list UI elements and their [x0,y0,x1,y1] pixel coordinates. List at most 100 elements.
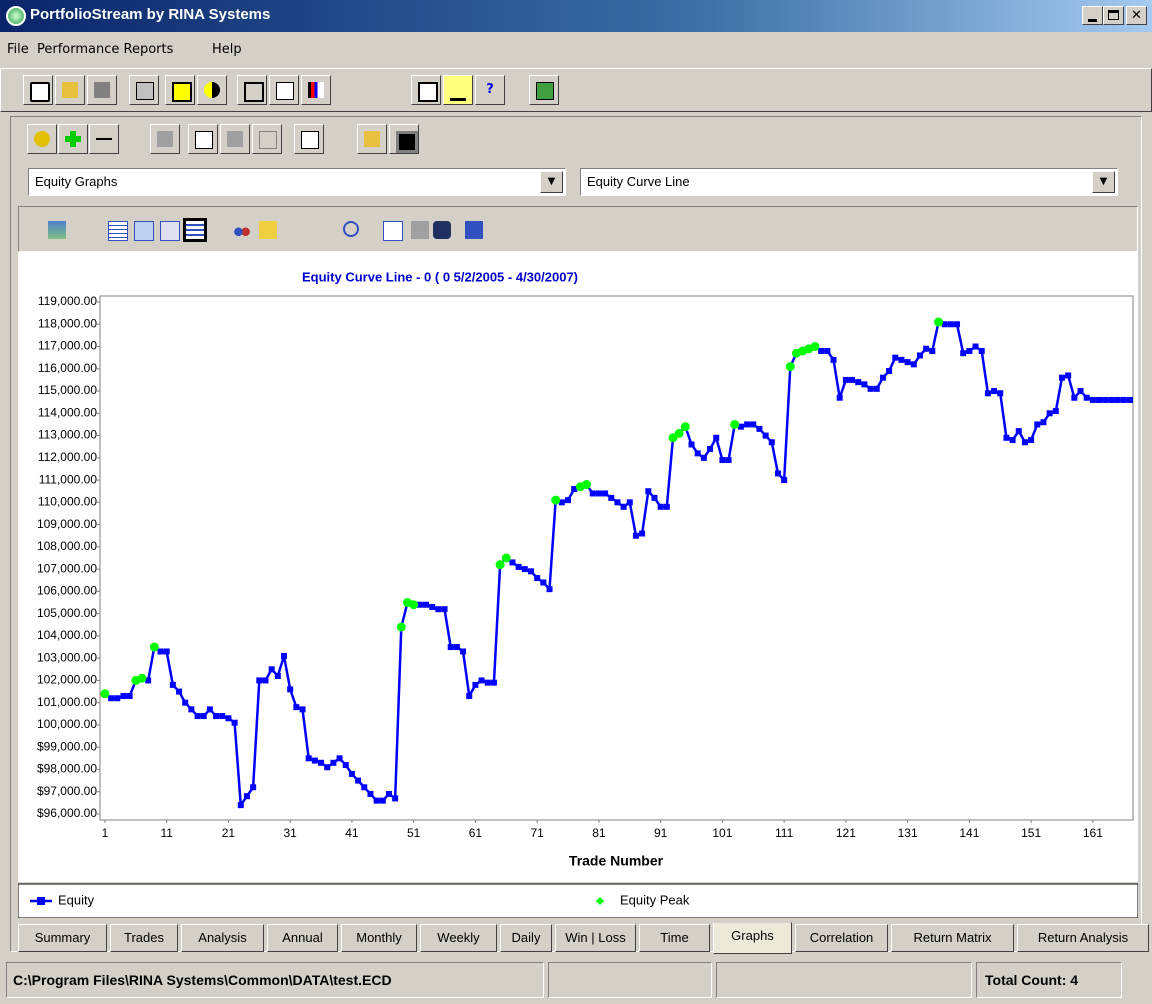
point-marker [176,688,183,695]
point-marker [941,321,948,328]
point-marker [818,347,825,354]
chart-tool[interactable] [340,218,364,242]
point-marker [861,381,868,388]
point-marker [490,679,497,686]
point-marker [441,606,448,613]
tool-button[interactable] [252,124,282,154]
tab[interactable]: Win | Loss [555,924,636,952]
chart-tool[interactable] [256,218,280,242]
chart-tool[interactable] [430,218,454,242]
point-marker [750,421,757,428]
tab[interactable]: Return Matrix [891,924,1014,952]
minimize-button[interactable] [1082,6,1103,25]
chart-tool[interactable] [131,218,155,242]
close-button[interactable]: ✕ [1126,6,1147,25]
tool-button[interactable] [237,75,267,105]
point-marker [243,793,250,800]
tab[interactable]: Graphs [713,922,792,954]
menu-item[interactable]: Help [212,42,242,57]
point-marker [756,425,763,432]
tool-button[interactable] [529,75,559,105]
tool-button[interactable] [55,75,85,105]
tab[interactable]: Correlation [795,924,888,952]
point-marker [169,681,176,688]
tab[interactable]: Annual [267,924,338,952]
point-marker [194,713,201,720]
x-tick-label: 151 [1021,826,1041,840]
tab[interactable]: Trades [110,924,178,952]
point-marker [565,497,572,504]
point-marker [663,503,670,510]
point-marker [651,494,658,501]
tool-button[interactable] [150,124,180,154]
help-button[interactable]: ? [475,75,505,105]
tab[interactable]: Daily [500,924,552,952]
chart-tool[interactable] [230,218,254,242]
report-selector[interactable]: Equity Graphs [28,168,566,196]
tool-button[interactable] [27,124,57,154]
dropdown-button[interactable]: ▼ [1092,171,1115,193]
maximize-button[interactable] [1103,6,1124,25]
point-marker [342,762,349,769]
tool-button[interactable] [89,124,119,154]
tool-button[interactable] [129,75,159,105]
y-tick-label: 118,000.00 [38,316,97,330]
menu-item[interactable]: Performance Reports [37,42,174,57]
tab[interactable]: Summary [18,924,107,952]
tool-button[interactable] [269,75,299,105]
x-tick-label: 61 [469,826,483,840]
tool-button[interactable] [301,75,331,105]
x-tick-label: 161 [1083,826,1103,840]
point-marker [268,666,275,673]
point-marker [293,704,300,711]
chart-tool[interactable] [380,218,404,242]
tool-button[interactable] [165,75,195,105]
point-marker [472,681,479,688]
chart-tool[interactable] [105,218,129,242]
y-tick-label: 115,000.00 [38,383,97,397]
y-tick-label: 107,000.00 [37,561,97,575]
tool-button[interactable] [443,75,473,105]
point-marker [707,445,714,452]
chart-tool[interactable] [183,218,207,242]
peak-marker [501,553,511,563]
point-marker [558,499,565,506]
tool-button[interactable] [411,75,441,105]
chart-tool[interactable] [462,218,486,242]
x-axis-title: Trade Number [569,853,664,869]
tool-button[interactable] [58,124,88,154]
point-marker [972,343,979,350]
chart-tool[interactable] [45,218,69,242]
tool-button[interactable] [294,124,324,154]
chart-tool[interactable] [157,218,181,242]
tab[interactable]: Return Analysis [1017,924,1149,952]
chart-tool[interactable] [408,218,432,242]
tab[interactable]: Analysis [181,924,264,952]
point-marker [1040,419,1047,426]
tab[interactable]: Weekly [420,924,497,952]
tool-button[interactable] [188,124,218,154]
point-marker [639,530,646,537]
tool-button[interactable] [389,124,419,154]
y-tick-label: $96,000.00 [37,806,97,820]
tool-button[interactable] [197,75,227,105]
point-marker [163,648,170,655]
menu-item[interactable]: File [7,42,29,57]
y-tick-label: 105,000.00 [37,606,97,620]
tab[interactable]: Time [639,924,710,952]
tool-button[interactable] [357,124,387,154]
point-marker [1009,437,1016,444]
y-tick-label: 103,000.00 [37,650,97,664]
dropdown-button[interactable]: ▼ [540,171,563,193]
y-tick-label: 108,000.00 [37,539,97,553]
point-marker [737,423,744,430]
tool-button[interactable] [23,75,53,105]
point-marker [725,457,732,464]
graph-selector[interactable]: Equity Curve Line [580,168,1118,196]
chart: Equity Curve Line - 0 ( 0 5/2/2005 - 4/3… [18,252,1138,918]
tool-button[interactable] [220,124,250,154]
tool-button[interactable] [87,75,117,105]
point-marker [509,559,516,566]
tab[interactable]: Monthly [341,924,417,952]
y-tick-label: 117,000.00 [38,339,97,353]
